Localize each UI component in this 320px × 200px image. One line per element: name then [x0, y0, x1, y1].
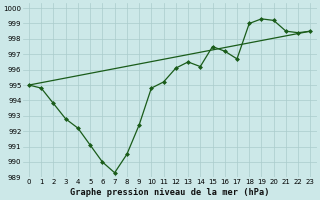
X-axis label: Graphe pression niveau de la mer (hPa): Graphe pression niveau de la mer (hPa)	[70, 188, 269, 197]
